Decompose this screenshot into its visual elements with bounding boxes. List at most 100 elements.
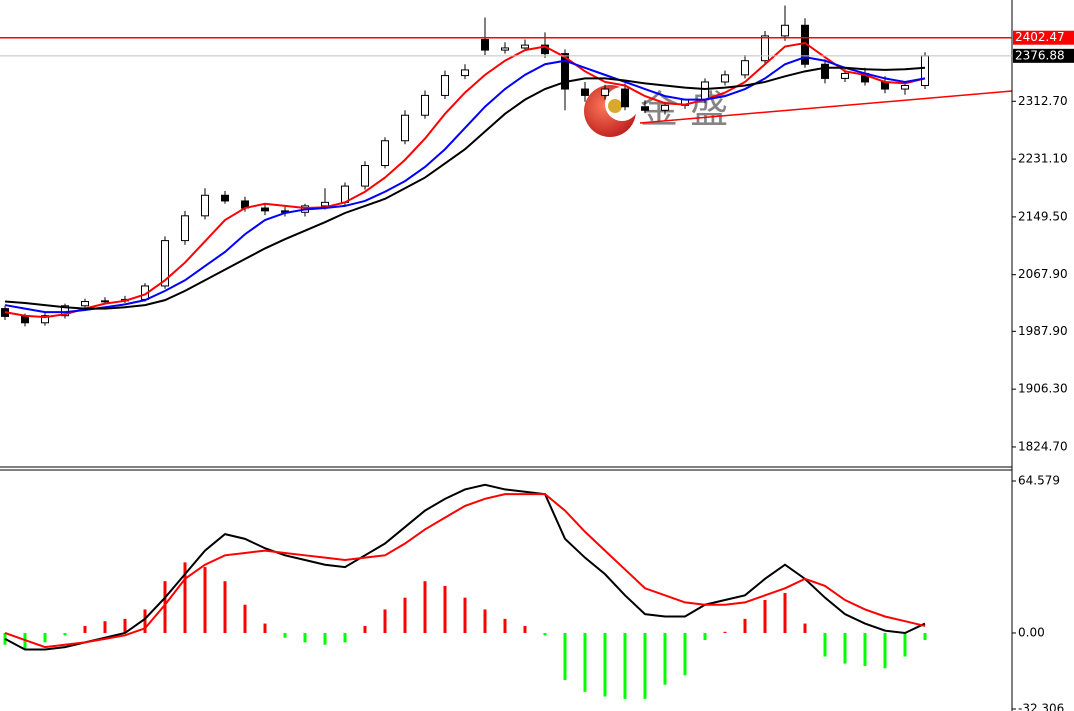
y-tick-label: 1906.30 bbox=[1018, 382, 1068, 396]
macd-bar bbox=[83, 625, 87, 633]
candle-body bbox=[741, 60, 749, 76]
candle-body bbox=[701, 81, 709, 101]
macd-bar bbox=[803, 623, 807, 633]
macd-bar bbox=[43, 632, 47, 643]
macd-bar bbox=[783, 592, 787, 633]
candle-body bbox=[181, 215, 189, 242]
y-tick-label: 2312.70 bbox=[1018, 94, 1068, 108]
macd-bar bbox=[263, 623, 267, 633]
macd-bar bbox=[183, 562, 187, 633]
macd-bar bbox=[523, 625, 527, 633]
macd-bar bbox=[603, 632, 607, 697]
y-tick-label: 2067.90 bbox=[1018, 267, 1068, 281]
macd-bar bbox=[703, 632, 707, 641]
macd-bar bbox=[463, 597, 467, 633]
macd-bar bbox=[843, 632, 847, 664]
macd-bar bbox=[563, 632, 567, 681]
macd-bar bbox=[683, 632, 687, 676]
macd-bar bbox=[443, 585, 447, 633]
candle-body bbox=[641, 106, 649, 111]
macd-bar bbox=[643, 632, 647, 699]
macd-bar bbox=[383, 609, 387, 633]
candle-body bbox=[901, 84, 909, 90]
candle-body bbox=[841, 72, 849, 79]
macd-line bbox=[4, 483, 926, 651]
moving-average bbox=[4, 56, 926, 314]
candle-body bbox=[781, 24, 789, 37]
y-tick-label: 2231.10 bbox=[1018, 152, 1068, 166]
candle-body bbox=[661, 104, 669, 111]
candle-body bbox=[361, 165, 369, 187]
candle-body bbox=[581, 88, 589, 96]
macd-bar bbox=[163, 581, 167, 633]
candle-body bbox=[401, 114, 409, 142]
macd-bar bbox=[223, 581, 227, 633]
macd-bar bbox=[303, 632, 307, 643]
candle-body bbox=[261, 207, 269, 212]
macd-bar bbox=[543, 632, 547, 636]
macd-bar bbox=[883, 632, 887, 669]
price-label: 2402.47 bbox=[1015, 30, 1065, 44]
macd-bar bbox=[123, 618, 127, 633]
logo-dot bbox=[608, 99, 622, 113]
candle-body bbox=[621, 88, 629, 108]
macd-bar bbox=[203, 567, 207, 633]
candle-body bbox=[441, 75, 449, 96]
y-tick-label: 2149.50 bbox=[1018, 209, 1068, 223]
candle-body bbox=[21, 315, 29, 324]
macd-bar bbox=[823, 632, 827, 657]
candle-body bbox=[61, 305, 69, 317]
macd-line bbox=[4, 493, 926, 649]
candle-body bbox=[521, 44, 529, 49]
y-tick-label: 1824.70 bbox=[1018, 439, 1068, 453]
candle-body bbox=[321, 201, 329, 207]
macd-bar bbox=[863, 632, 867, 666]
candle-body bbox=[921, 55, 929, 86]
macd-bar bbox=[923, 632, 927, 641]
macd-bar bbox=[663, 632, 667, 685]
macd-bar bbox=[723, 631, 727, 633]
trend-line bbox=[639, 90, 1013, 124]
macd-bar bbox=[503, 618, 507, 633]
candle-body bbox=[41, 315, 49, 324]
macd-bar bbox=[583, 632, 587, 692]
price-label: 2376.88 bbox=[1015, 48, 1065, 62]
macd-bar bbox=[403, 597, 407, 633]
y-tick-label: 1987.90 bbox=[1018, 324, 1068, 338]
macd-bar bbox=[23, 632, 27, 650]
macd-bar bbox=[363, 625, 367, 633]
candle-body bbox=[561, 53, 569, 90]
price-label-bg bbox=[1013, 30, 1074, 45]
candle-body bbox=[421, 94, 429, 116]
price-label-bg bbox=[1013, 48, 1074, 63]
candle-body bbox=[461, 69, 469, 77]
moving-average bbox=[4, 66, 926, 310]
macd-bar bbox=[623, 632, 627, 699]
candle-body bbox=[221, 194, 229, 202]
macd-bar bbox=[483, 609, 487, 633]
watermark-text: 金 盛 bbox=[640, 88, 728, 132]
macd-bar bbox=[743, 618, 747, 633]
candle-body bbox=[481, 38, 489, 51]
macd-bar bbox=[763, 600, 767, 633]
macd-bar bbox=[423, 581, 427, 633]
y-tick-label: 64.579 bbox=[1018, 474, 1060, 488]
candle-body bbox=[381, 140, 389, 167]
candle-body bbox=[161, 240, 169, 287]
macd-bar bbox=[103, 621, 107, 633]
candle-body bbox=[341, 185, 349, 203]
candle-body bbox=[601, 88, 609, 96]
macd-bar bbox=[143, 609, 147, 633]
candle-body bbox=[821, 63, 829, 79]
macd-bar bbox=[903, 632, 907, 657]
macd-bar bbox=[63, 632, 67, 636]
y-tick-label: -32.306 bbox=[1018, 702, 1064, 711]
candle-body bbox=[201, 194, 209, 217]
macd-bar bbox=[343, 632, 347, 643]
candle-body bbox=[101, 300, 109, 303]
candle-body bbox=[501, 47, 509, 51]
macd-bar bbox=[283, 632, 287, 638]
macd-bar bbox=[243, 604, 247, 633]
